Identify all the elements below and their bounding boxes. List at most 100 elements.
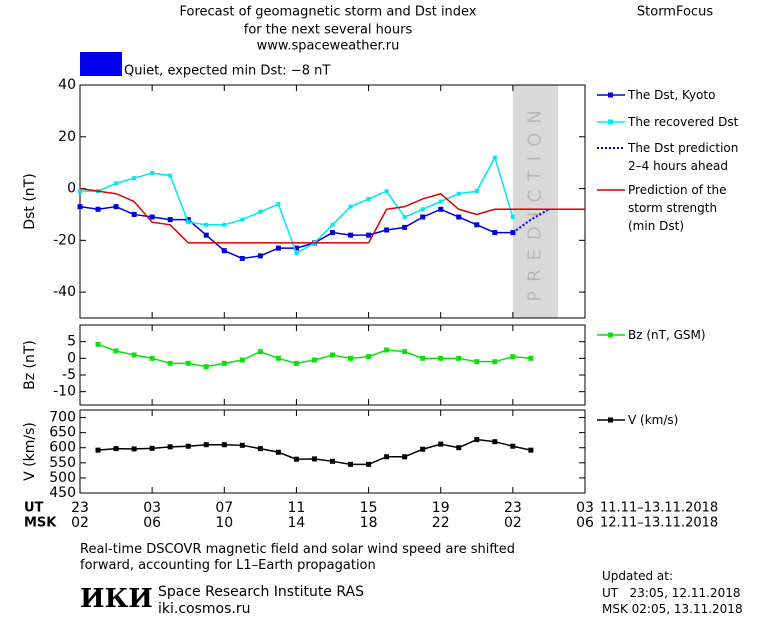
y-tick-label: -20 — [53, 232, 76, 248]
prediction-band — [512, 85, 558, 318]
data-point — [239, 255, 245, 261]
legend-label: The Dst prediction 2–4 hours ahead — [628, 141, 739, 173]
data-point — [149, 214, 155, 220]
institute: Space Research Institute RAS — [158, 584, 364, 600]
data-point — [294, 251, 299, 256]
data-point — [275, 449, 281, 455]
x-tick-label-msk: 22 — [432, 515, 450, 531]
data-point — [402, 215, 407, 220]
plot-frame — [79, 409, 586, 494]
y-tick-label: 0 — [67, 181, 76, 197]
data-point — [330, 352, 335, 358]
data-point — [258, 209, 263, 214]
legend-label: The Dst, Kyoto — [628, 88, 716, 102]
y-tick-label: -40 — [53, 284, 76, 300]
data-point — [185, 443, 191, 449]
data-point — [311, 456, 317, 462]
y-tick-label: 550 — [49, 455, 76, 471]
legend-marker — [608, 119, 613, 125]
legend-marker — [608, 332, 613, 338]
site: iki.cosmos.ru — [158, 601, 251, 617]
data-point — [95, 447, 101, 453]
data-point — [150, 171, 155, 176]
data-point — [510, 215, 515, 220]
data-point — [275, 355, 281, 361]
x-row-name: UT — [24, 501, 44, 516]
data-point — [384, 454, 390, 460]
y-tick-label: 0 — [67, 350, 76, 366]
brand: StormFocus — [637, 5, 713, 20]
y-tick-label: 700 — [49, 410, 76, 426]
data-point — [402, 454, 408, 460]
legend-label: V (km/s) — [628, 413, 679, 427]
data-point — [95, 341, 101, 347]
data-point — [114, 181, 119, 186]
status-label: Quiet, expected min Dst: −8 nT — [124, 64, 330, 79]
data-point — [185, 217, 191, 223]
x-row-name: MSK — [24, 516, 57, 531]
data-point — [239, 357, 245, 363]
data-point — [348, 355, 354, 361]
title-line: for the next several hours — [244, 23, 413, 38]
footer-note: Real-time DSCOVR magnetic field and sola… — [80, 542, 516, 573]
updated-ut: UT 23:05, 12.11.2018 — [602, 586, 741, 600]
data-point — [366, 354, 372, 360]
legend-marker — [608, 92, 613, 98]
x-tick-label: 19 — [432, 500, 450, 516]
data-point — [95, 206, 101, 212]
data-point — [420, 207, 425, 212]
plot-frame — [79, 324, 586, 406]
x-tick-label: 23 — [71, 500, 89, 516]
data-point — [131, 352, 137, 358]
updated-msk: MSK 02:05, 13.11.2018 — [602, 602, 743, 616]
data-point — [240, 217, 245, 222]
y-tick-label: 5 — [67, 334, 76, 350]
data-point — [239, 442, 245, 448]
data-point — [293, 456, 299, 462]
data-point — [456, 191, 461, 196]
data-point — [366, 232, 372, 238]
data-point — [528, 355, 534, 361]
data-point — [492, 155, 497, 160]
data-point — [384, 227, 390, 233]
data-point — [149, 445, 155, 451]
data-point — [221, 248, 227, 254]
y-axis-label: Bz (nT) — [22, 340, 38, 390]
data-point — [474, 359, 480, 365]
data-point — [348, 461, 354, 467]
y-tick-label: 600 — [49, 440, 76, 456]
data-point — [203, 232, 209, 238]
y-tick-label: 20 — [58, 129, 76, 145]
data-point — [420, 214, 426, 220]
data-point — [492, 439, 498, 445]
data-point — [257, 446, 263, 452]
x-tick-label: 03 — [143, 500, 161, 516]
y-tick-label: -5 — [62, 367, 76, 383]
data-point — [293, 245, 299, 251]
data-point — [366, 196, 371, 201]
data-point — [528, 447, 534, 453]
data-point — [275, 245, 281, 251]
x-tick-label: 23 — [504, 500, 522, 516]
data-point — [221, 442, 227, 448]
x-row-dates: 11.11–13.11.2018 — [600, 501, 718, 516]
data-point — [204, 222, 209, 227]
x-row-dates: 12.11–13.11.2018 — [600, 516, 718, 531]
data-point — [167, 444, 173, 450]
updated-label: Updated at: — [602, 569, 673, 583]
data-point — [330, 230, 335, 236]
legend-label: The recovered Dst — [628, 115, 739, 129]
x-tick-label-msk: 02 — [71, 515, 89, 531]
y-tick-label: 650 — [49, 425, 76, 441]
data-point — [420, 446, 426, 452]
status-box — [80, 52, 122, 76]
data-point — [402, 224, 408, 230]
y-axis-label: Dst (nT) — [22, 173, 38, 229]
data-point — [438, 199, 443, 204]
x-tick-label: 03 — [576, 500, 594, 516]
series-line — [97, 343, 531, 368]
data-point — [474, 189, 479, 194]
data-point — [185, 360, 191, 366]
data-point — [330, 458, 335, 464]
series-line — [80, 155, 514, 255]
